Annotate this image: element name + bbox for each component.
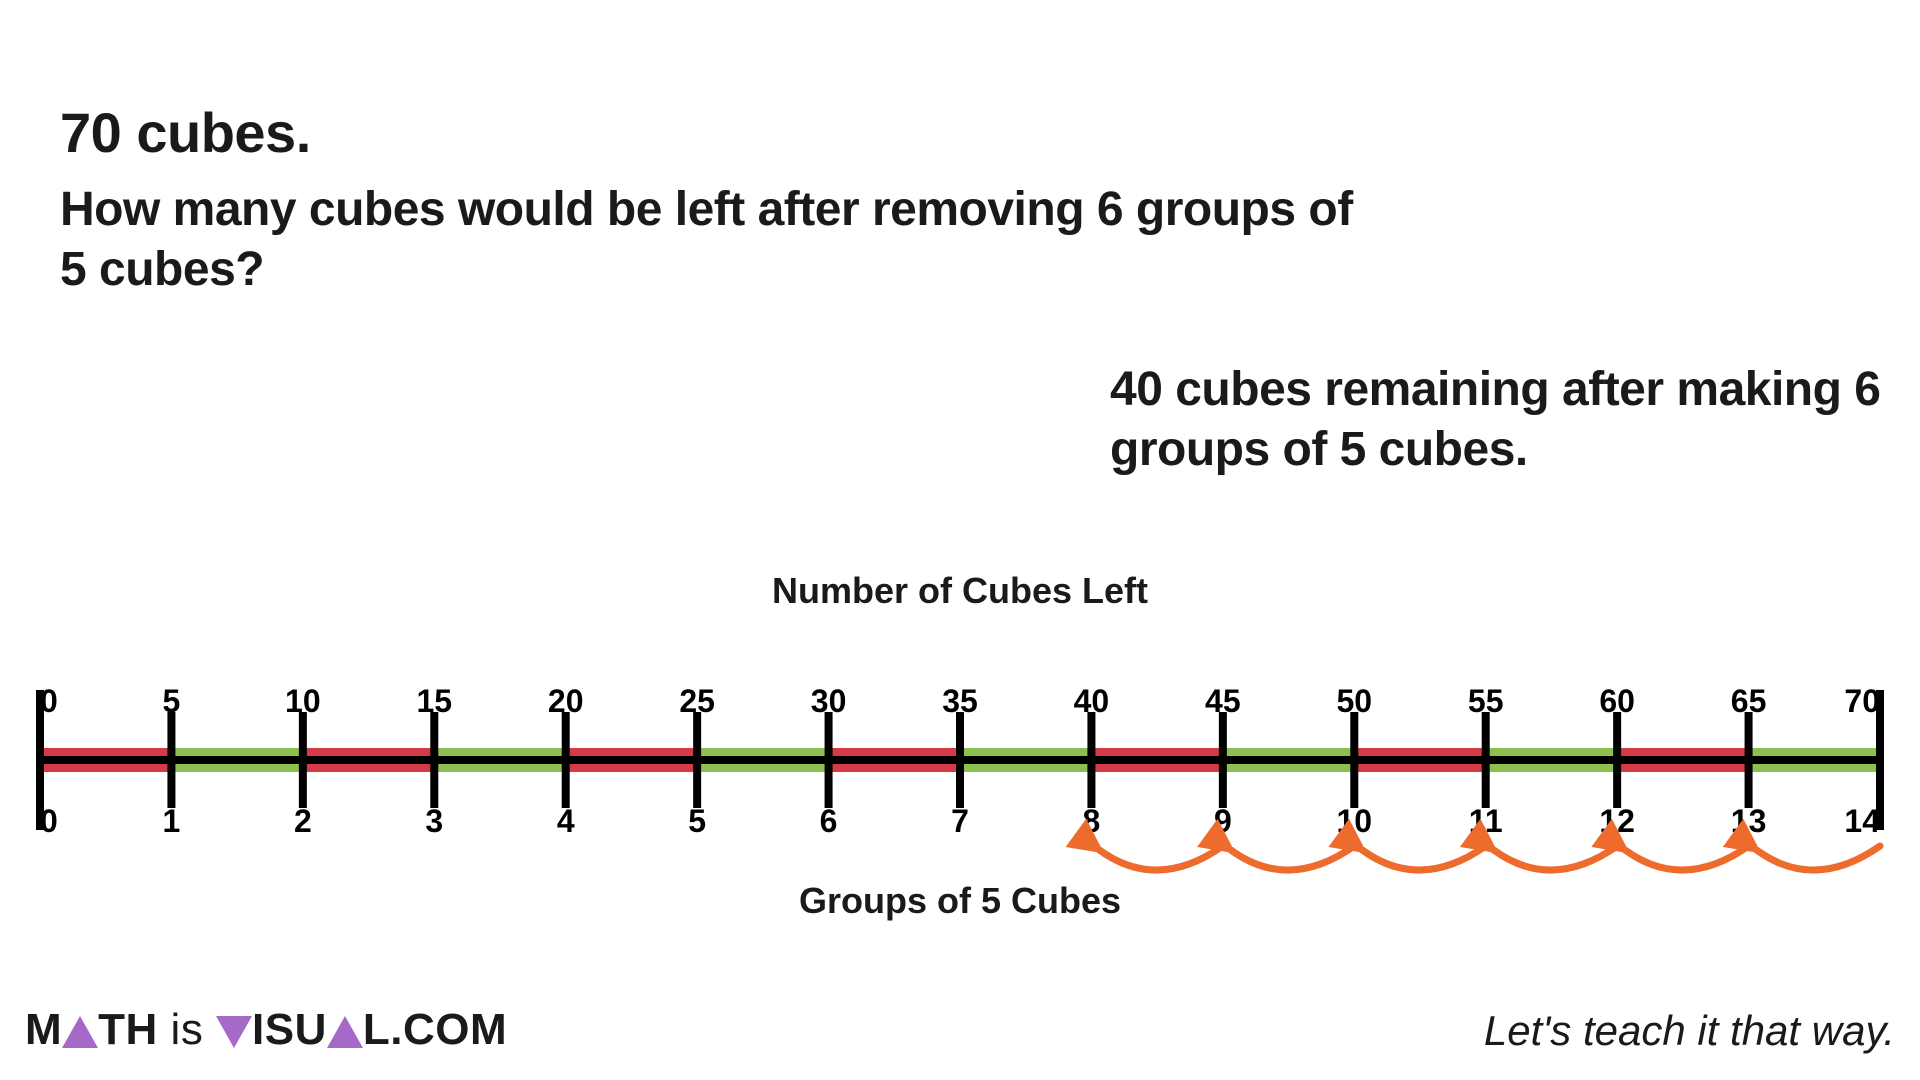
brand-l: L xyxy=(363,1005,390,1054)
svg-text:2: 2 xyxy=(294,803,312,839)
svg-text:6: 6 xyxy=(820,803,838,839)
brand-th: TH xyxy=(98,1005,158,1054)
triangle-up-icon xyxy=(327,1016,363,1048)
svg-text:3: 3 xyxy=(425,803,443,839)
tagline: Let's teach it that way. xyxy=(1484,1007,1895,1055)
svg-text:40: 40 xyxy=(1074,683,1110,719)
svg-text:65: 65 xyxy=(1731,683,1767,719)
triangle-up-icon xyxy=(62,1016,98,1048)
svg-text:14: 14 xyxy=(1844,803,1880,839)
brand-isu: ISU xyxy=(252,1005,327,1054)
brand-is: is xyxy=(158,1005,216,1054)
svg-text:1: 1 xyxy=(163,803,181,839)
svg-text:5: 5 xyxy=(688,803,706,839)
top-axis-title: Number of Cubes Left xyxy=(20,570,1900,612)
number-line-chart: Number of Cubes Left 0 0 5 1 10 2 15 3 20 4 25 5 30 6… xyxy=(20,570,1900,970)
svg-text:20: 20 xyxy=(548,683,584,719)
title: 70 cubes. xyxy=(60,100,311,165)
brand-logo: M TH is ISU L.COM xyxy=(25,1005,507,1055)
svg-text:10: 10 xyxy=(285,683,321,719)
svg-text:50: 50 xyxy=(1336,683,1372,719)
svg-text:11: 11 xyxy=(1469,803,1503,839)
svg-text:30: 30 xyxy=(811,683,847,719)
question-text: How many cubes would be left after remov… xyxy=(60,180,1360,300)
svg-text:35: 35 xyxy=(942,683,978,719)
brand-m: M xyxy=(25,1005,62,1054)
svg-text:4: 4 xyxy=(557,803,575,839)
svg-text:8: 8 xyxy=(1083,803,1101,839)
svg-text:5: 5 xyxy=(163,683,181,719)
svg-text:25: 25 xyxy=(679,683,715,719)
svg-text:13: 13 xyxy=(1731,803,1767,839)
bottom-axis-title: Groups of 5 Cubes xyxy=(20,880,1900,922)
svg-text:7: 7 xyxy=(951,803,969,839)
svg-text:9: 9 xyxy=(1214,803,1232,839)
svg-text:70: 70 xyxy=(1844,683,1880,719)
svg-text:55: 55 xyxy=(1468,683,1504,719)
svg-text:60: 60 xyxy=(1599,683,1635,719)
brand-dotcom: .COM xyxy=(390,1005,507,1054)
answer-text: 40 cubes remaining after making 6 groups… xyxy=(1110,360,1910,480)
svg-text:0: 0 xyxy=(40,683,58,719)
svg-text:10: 10 xyxy=(1336,803,1372,839)
page: 70 cubes. How many cubes would be left a… xyxy=(0,0,1920,1080)
svg-text:12: 12 xyxy=(1599,803,1635,839)
svg-text:45: 45 xyxy=(1205,683,1241,719)
svg-text:15: 15 xyxy=(416,683,452,719)
footer: M TH is ISU L.COM Let's teach it that way. xyxy=(25,1005,1895,1055)
triangle-down-icon xyxy=(216,1016,252,1048)
svg-text:0: 0 xyxy=(40,803,58,839)
